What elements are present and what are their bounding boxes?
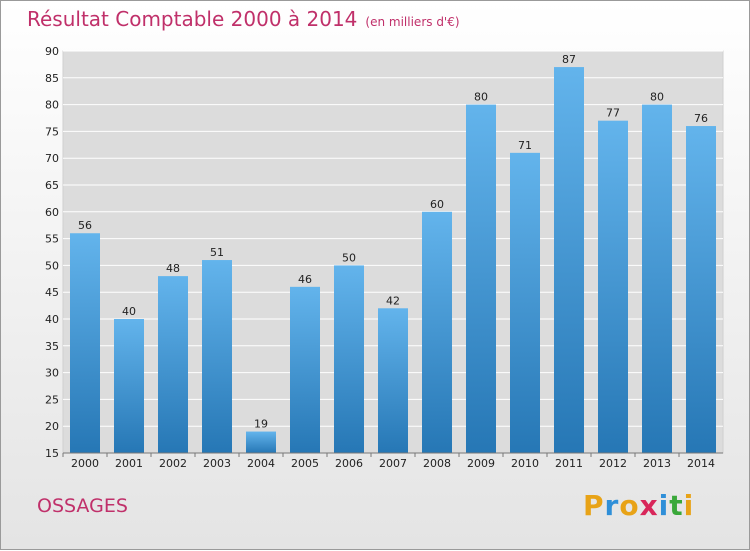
y-tick-label: 25 [45,393,59,406]
chart-title: Résultat Comptable 2000 à 2014 (en millie… [27,7,460,31]
title-text: Résultat Comptable 2000 à 2014 [27,7,358,31]
x-tick-label: 2002 [159,457,187,470]
y-tick-label: 50 [45,259,59,272]
x-tick-label: 2014 [687,457,715,470]
logo-letter: i [683,489,695,522]
unit-text: (en milliers d'€) [365,15,460,29]
proxiti-logo[interactable]: Proxiti [583,489,694,522]
data-label-2014: 76 [694,112,708,125]
y-tick-label: 55 [45,233,59,246]
y-tick-label: 85 [45,72,59,85]
y-tick-label: 20 [45,420,59,433]
data-label-2011: 87 [562,53,576,66]
bar-2012[interactable] [598,120,628,454]
logo-letter: i [658,489,670,522]
data-label-2003: 51 [210,246,224,259]
x-tick-label: 2010 [511,457,539,470]
bar-2004[interactable] [246,431,276,453]
x-tick-label: 2011 [555,457,583,470]
y-tick-label: 15 [45,447,59,460]
data-label-2009: 80 [474,91,488,104]
data-label-2007: 42 [386,294,400,307]
logo-letter: t [669,489,684,522]
bar-2008[interactable] [422,211,452,453]
x-tick-label: 2000 [71,457,99,470]
x-tick-label: 2013 [643,457,671,470]
x-tick-label: 2003 [203,457,231,470]
logo-letter: x [639,489,659,522]
y-tick-label: 30 [45,367,59,380]
bar-2000[interactable] [70,233,100,453]
x-tick-label: 2008 [423,457,451,470]
bar-2014[interactable] [686,126,716,453]
data-label-2006: 50 [342,251,356,264]
bar-2005[interactable] [290,286,320,453]
bars: 56 40 48 51 19 46 50 42 60 80 71 87 77 80 76 [70,53,716,454]
logo-letter: o [619,489,640,522]
bar-2010[interactable] [510,152,540,453]
data-label-2001: 40 [122,305,136,318]
logo-letter: r [604,489,620,522]
y-axis: 15 20 25 30 35 40 45 50 55 60 65 70 75 80 85 90 [45,45,59,460]
x-tick-label: 2009 [467,457,495,470]
data-label-2002: 48 [166,262,180,275]
x-tick-label: 2001 [115,457,143,470]
y-tick-label: 40 [45,313,59,326]
x-tick-label: 2005 [291,457,319,470]
x-tick-label: 2007 [379,457,407,470]
data-label-2013: 80 [650,91,664,104]
bar-2009[interactable] [466,104,496,453]
y-tick-label: 75 [45,125,59,138]
place-name: OSSAGES [37,495,128,517]
x-tick-label: 2006 [335,457,363,470]
x-axis: 2000 2001 2002 2003 2004 2005 2006 2007 2008 2009… [62,453,715,470]
data-label-2004: 19 [254,418,268,431]
data-label-2012: 77 [606,107,620,120]
y-tick-label: 60 [45,206,59,219]
bar-2006[interactable] [334,265,364,453]
bar-2001[interactable] [114,319,144,453]
bar-2003[interactable] [202,260,232,453]
data-label-2005: 46 [298,273,312,286]
logo-letter: P [583,489,605,522]
y-tick-label: 45 [45,286,59,299]
bar-2011[interactable] [554,67,584,453]
y-tick-label: 90 [45,45,59,58]
x-tick-label: 2004 [247,457,275,470]
y-tick-label: 35 [45,340,59,353]
bar-2013[interactable] [642,104,672,453]
y-tick-label: 70 [45,152,59,165]
y-tick-label: 65 [45,179,59,192]
bar-2007[interactable] [378,308,408,453]
data-label-2008: 60 [430,198,444,211]
data-label-2000: 56 [78,219,92,232]
data-label-2010: 71 [518,139,532,152]
x-tick-label: 2012 [599,457,627,470]
y-tick-label: 80 [45,99,59,112]
bar-2002[interactable] [158,276,188,453]
